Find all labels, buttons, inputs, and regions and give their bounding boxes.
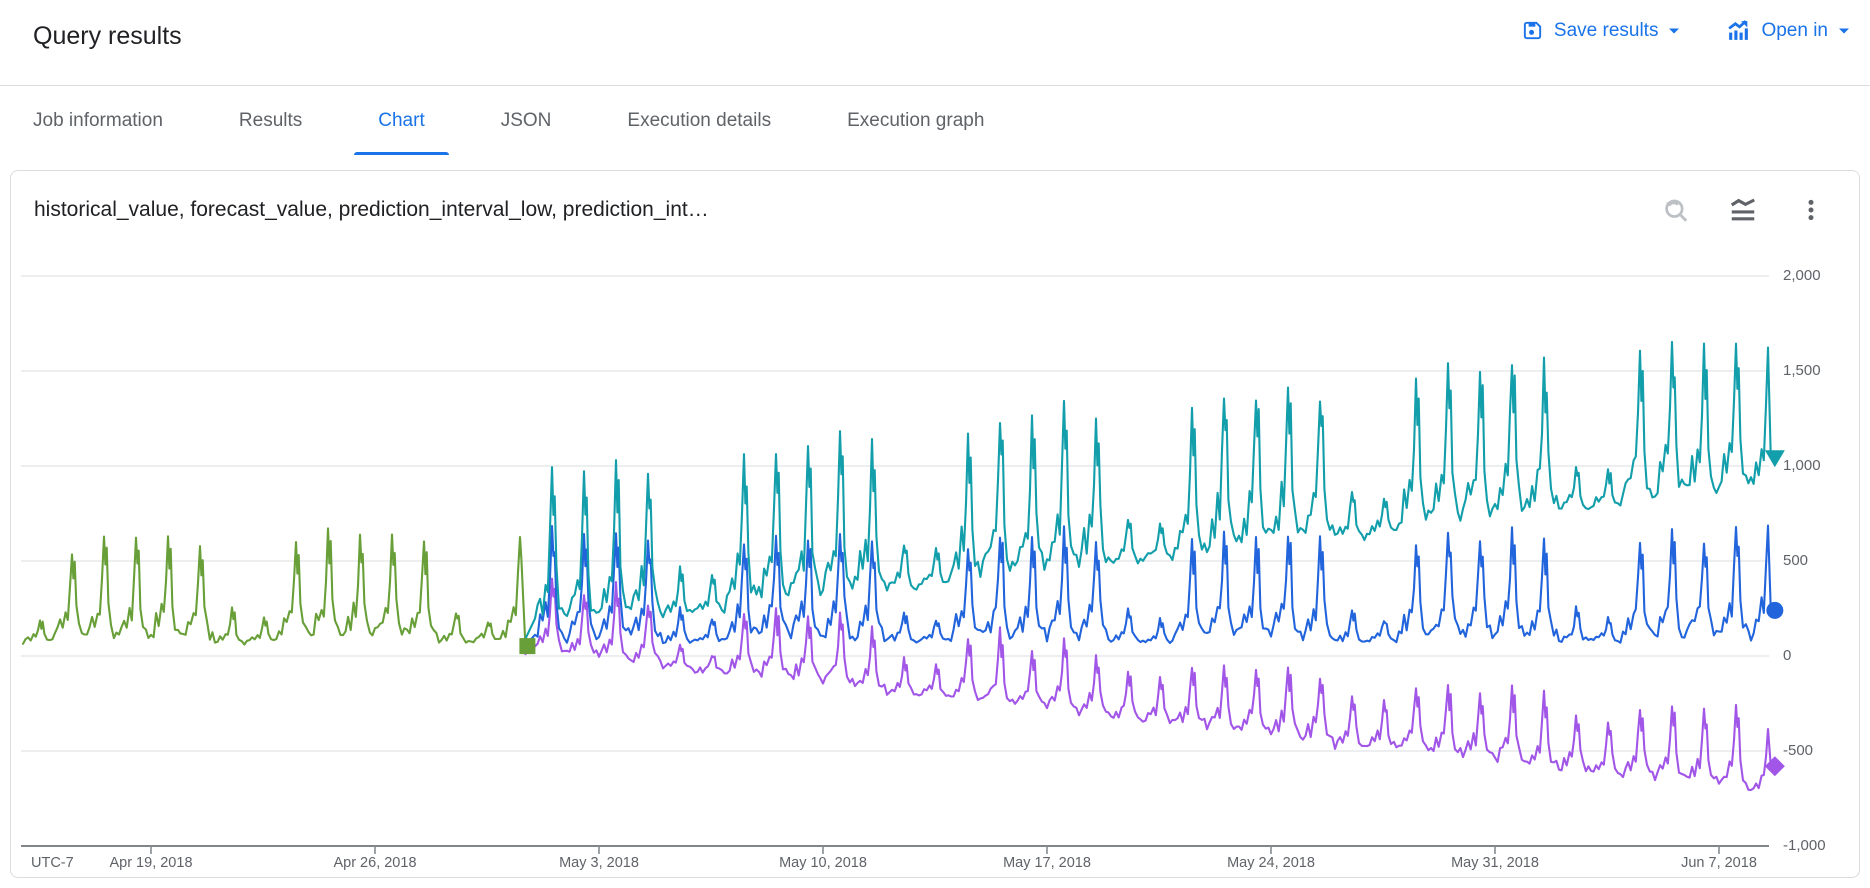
tab-execution-details[interactable]: Execution details <box>603 86 795 155</box>
chart-card: historical_value, forecast_value, predic… <box>10 170 1860 878</box>
timezone-label: UTC-7 <box>31 855 74 871</box>
chart-plot-area[interactable]: 2,000 1,500 1,000 500 0 -500 -1,000 Apr 19, 201… <box>11 171 1859 877</box>
header: Query results Save results <box>0 0 1870 85</box>
save-icon <box>1521 19 1544 42</box>
chart-toolbar <box>1655 191 1831 231</box>
tab-json[interactable]: JSON <box>477 86 576 155</box>
series-forecast_value-circle-marker <box>1766 601 1784 619</box>
series-prediction_interval_high-triangle-down-marker <box>1764 450 1785 468</box>
x-tick-label: May 24, 2018 <box>1227 855 1315 871</box>
x-tick-label: May 3, 2018 <box>559 855 639 871</box>
tab-execution-graph[interactable]: Execution graph <box>823 86 1008 155</box>
x-tick-label: Jun 7, 2018 <box>1681 855 1757 871</box>
y-tick-label: 0 <box>1783 647 1792 664</box>
y-tick-label: -1,000 <box>1783 837 1826 854</box>
x-tick-label: May 10, 2018 <box>779 855 867 871</box>
tab-job-information[interactable]: Job information <box>9 86 187 155</box>
open-in-chart-icon <box>1726 18 1751 43</box>
series-historical_value-line <box>21 527 527 648</box>
x-tick-label: May 17, 2018 <box>1003 855 1091 871</box>
save-results-label: Save results <box>1553 19 1659 41</box>
tab-results[interactable]: Results <box>215 86 326 155</box>
chart-title: historical_value, forecast_value, predic… <box>34 198 709 221</box>
page-title: Query results <box>33 22 182 50</box>
open-in-label: Open in <box>1761 19 1828 41</box>
tab-chart[interactable]: Chart <box>354 86 450 155</box>
series-historical_value-square-marker <box>519 638 536 655</box>
y-tick-label: 2,000 <box>1783 267 1821 284</box>
y-tick-label: 1,000 <box>1783 457 1821 474</box>
zoom-reset-button[interactable] <box>1655 191 1695 231</box>
kebab-menu-icon <box>1798 197 1824 226</box>
caret-down-icon <box>1668 27 1680 35</box>
y-tick-label: 500 <box>1783 552 1809 569</box>
header-actions: Save results Open in <box>1521 18 1850 43</box>
zoom-reset-icon <box>1660 195 1690 228</box>
results-tab-bar: Job information Results Chart JSON Execu… <box>0 85 1870 155</box>
caret-down-icon <box>1838 27 1850 35</box>
x-tick-label: Apr 26, 2018 <box>333 855 417 871</box>
more-options-button[interactable] <box>1791 191 1831 231</box>
x-tick-label: Apr 19, 2018 <box>109 855 193 871</box>
series-prediction_interval_low-diamond-marker <box>1764 756 1785 777</box>
chart-settings-button[interactable] <box>1723 191 1763 231</box>
x-tick-label: May 31, 2018 <box>1451 855 1539 871</box>
series-forecast_value-line <box>524 524 1772 647</box>
save-results-button[interactable]: Save results <box>1521 19 1681 42</box>
series-prediction_interval_high-line <box>524 340 1772 640</box>
series-prediction_interval_low-line <box>524 577 1772 792</box>
y-tick-label: 1,500 <box>1783 362 1821 379</box>
open-in-button[interactable]: Open in <box>1726 18 1850 43</box>
y-tick-label: -500 <box>1783 742 1814 759</box>
chart-svg <box>21 275 1785 854</box>
chart-settings-icon <box>1728 195 1758 228</box>
